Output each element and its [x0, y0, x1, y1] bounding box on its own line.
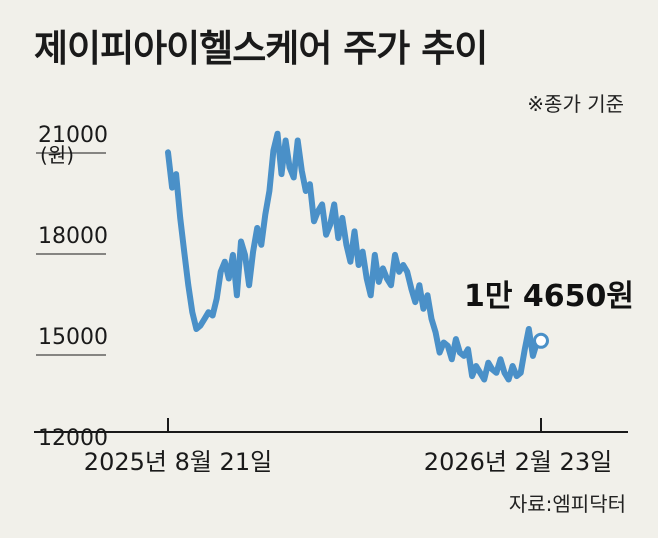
unit-label: (원)	[40, 143, 74, 167]
price-basis-note: ※종가 기준	[527, 92, 624, 116]
y-tick-label: 21000	[38, 123, 108, 148]
y-tick-labels: 21000 18000 15000 12000	[38, 123, 108, 451]
y-tick-label: 15000	[38, 325, 108, 350]
last-price-marker	[533, 332, 549, 349]
data-source: 자료:엠피닥터	[508, 492, 626, 516]
x-tick-label: 2025년 8월 21일	[84, 448, 272, 476]
x-ticks: 2025년 8월 21일 2026년 2월 23일	[84, 418, 612, 476]
x-tick-label: 2026년 2월 23일	[424, 448, 612, 476]
price-line	[165, 130, 544, 383]
y-gridlines	[36, 152, 106, 356]
y-tick-label: 18000	[38, 224, 108, 249]
last-price-label: 1만 4650원	[464, 279, 634, 314]
chart-title: 제이피아이헬스케어 주가 추이	[34, 27, 488, 70]
y-tick-label: 12000	[38, 426, 108, 451]
